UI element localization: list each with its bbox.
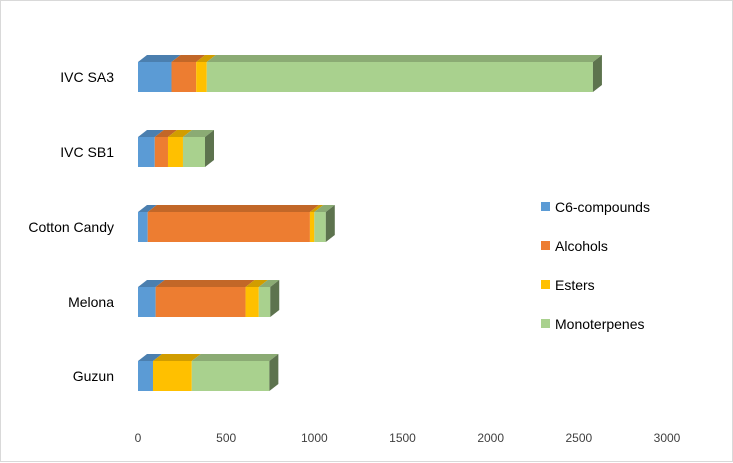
bar-ivc-sa3-c6-compounds-top bbox=[138, 55, 181, 62]
bar-ivc-sa3-alcohols-top bbox=[171, 55, 206, 62]
bar-ivc-sa3-esters bbox=[196, 62, 207, 92]
bar-cotton-candy-c6-compounds-top bbox=[138, 205, 157, 212]
x-tick-label: 2500 bbox=[565, 431, 592, 445]
bar-ivc-sb1-esters-top bbox=[167, 130, 192, 137]
legend-swatch bbox=[541, 241, 550, 250]
bar-row-guzun bbox=[138, 354, 279, 391]
x-tick-label: 500 bbox=[216, 431, 236, 445]
bar-ivc-sa3-alcohols bbox=[171, 62, 197, 92]
legend-label: Esters bbox=[555, 277, 595, 293]
bar-melona-esters-top bbox=[245, 280, 268, 287]
category-labels: IVC SA3 IVC SB1 Cotton Candy Melona Guzun bbox=[28, 69, 114, 384]
bar-ivc-sb1-c6-compounds bbox=[138, 137, 155, 167]
bar-ivc-sb1-alcohols bbox=[154, 137, 168, 167]
bar-ivc-sb1-monoterpenes-side bbox=[205, 130, 215, 167]
legend-label: C6-compounds bbox=[555, 199, 650, 215]
bar-ivc-sb1-alcohols-top bbox=[154, 130, 177, 137]
bar-ivc-sb1-esters bbox=[167, 137, 183, 167]
bar-ivc-sa3-esters-top bbox=[196, 55, 216, 62]
category-label-ivc-sb1: IVC SB1 bbox=[60, 144, 114, 160]
bar-guzun-monoterpenes-side bbox=[269, 354, 279, 391]
bar-row-ivc-sa3 bbox=[138, 55, 602, 92]
x-axis-tick-labels: 0 500 1000 1500 2000 2500 3000 bbox=[135, 431, 681, 445]
bar-cotton-candy-monoterpenes bbox=[314, 212, 326, 242]
bar-melona-c6-compounds-top bbox=[138, 280, 165, 287]
bar-guzun-esters-top bbox=[152, 354, 201, 361]
bar-cotton-candy-esters bbox=[309, 212, 315, 242]
bar-melona-monoterpenes bbox=[258, 287, 271, 317]
category-label-guzun: Guzun bbox=[73, 368, 114, 384]
legend-label: Alcohols bbox=[555, 238, 608, 254]
category-label-ivc-sa3: IVC SA3 bbox=[60, 69, 114, 85]
x-tick-label: 1000 bbox=[301, 431, 328, 445]
bar-ivc-sa3-monoterpenes-top bbox=[206, 55, 602, 62]
bar-ivc-sa3-c6-compounds bbox=[138, 62, 172, 92]
legend-swatch bbox=[541, 202, 550, 211]
bar-melona-c6-compounds bbox=[138, 287, 156, 317]
x-tick-label: 0 bbox=[135, 431, 142, 445]
bar-cotton-candy-esters-top bbox=[309, 205, 324, 212]
bar-melona-alcohols bbox=[155, 287, 246, 317]
bar-guzun-c6-compounds-top bbox=[138, 354, 162, 361]
bar-row-cotton-candy bbox=[138, 205, 335, 242]
bar-row-ivc-sb1 bbox=[138, 130, 215, 167]
bar-cotton-candy-monoterpenes-side bbox=[325, 205, 335, 242]
bar-ivc-sa3-monoterpenes bbox=[206, 62, 593, 92]
bar-guzun-esters bbox=[152, 361, 192, 391]
bar-melona-esters bbox=[245, 287, 259, 317]
bar-guzun-monoterpenes-top bbox=[191, 354, 279, 361]
legend-item-monoterpenes: Monoterpenes bbox=[541, 316, 645, 332]
legend-item-esters: Esters bbox=[541, 277, 595, 293]
bars-group bbox=[138, 55, 602, 391]
legend-label: Monoterpenes bbox=[555, 316, 645, 332]
bar-melona-alcohols-top bbox=[155, 280, 255, 287]
bar-ivc-sa3-monoterpenes-side bbox=[592, 55, 602, 92]
bar-row-melona bbox=[138, 280, 280, 317]
x-tick-label: 1500 bbox=[389, 431, 416, 445]
bar-melona-monoterpenes-top bbox=[258, 280, 280, 287]
category-label-cotton-candy: Cotton Candy bbox=[28, 219, 114, 235]
legend-swatch bbox=[541, 280, 550, 289]
bar-melona-monoterpenes-side bbox=[270, 280, 280, 317]
legend-swatch bbox=[541, 319, 550, 328]
bar-cotton-candy-alcohols bbox=[147, 212, 310, 242]
legend: C6-compounds Alcohols Esters Monoterpenes bbox=[541, 199, 650, 332]
bar-ivc-sb1-monoterpenes-top bbox=[182, 130, 215, 137]
bar-ivc-sb1-monoterpenes bbox=[182, 137, 206, 167]
bar-cotton-candy-alcohols-top bbox=[147, 205, 319, 212]
bar-guzun-c6-compounds bbox=[138, 361, 153, 391]
legend-item-alcohols: Alcohols bbox=[541, 238, 608, 254]
category-label-melona: Melona bbox=[68, 294, 114, 310]
bar-cotton-candy-c6-compounds bbox=[138, 212, 148, 242]
x-tick-label: 2000 bbox=[477, 431, 504, 445]
x-tick-label: 3000 bbox=[654, 431, 681, 445]
legend-item-c6-compounds: C6-compounds bbox=[541, 199, 650, 215]
bar-ivc-sb1-c6-compounds-top bbox=[138, 130, 164, 137]
bar-cotton-candy-monoterpenes-top bbox=[314, 205, 335, 212]
bar-guzun-monoterpenes bbox=[191, 361, 270, 391]
